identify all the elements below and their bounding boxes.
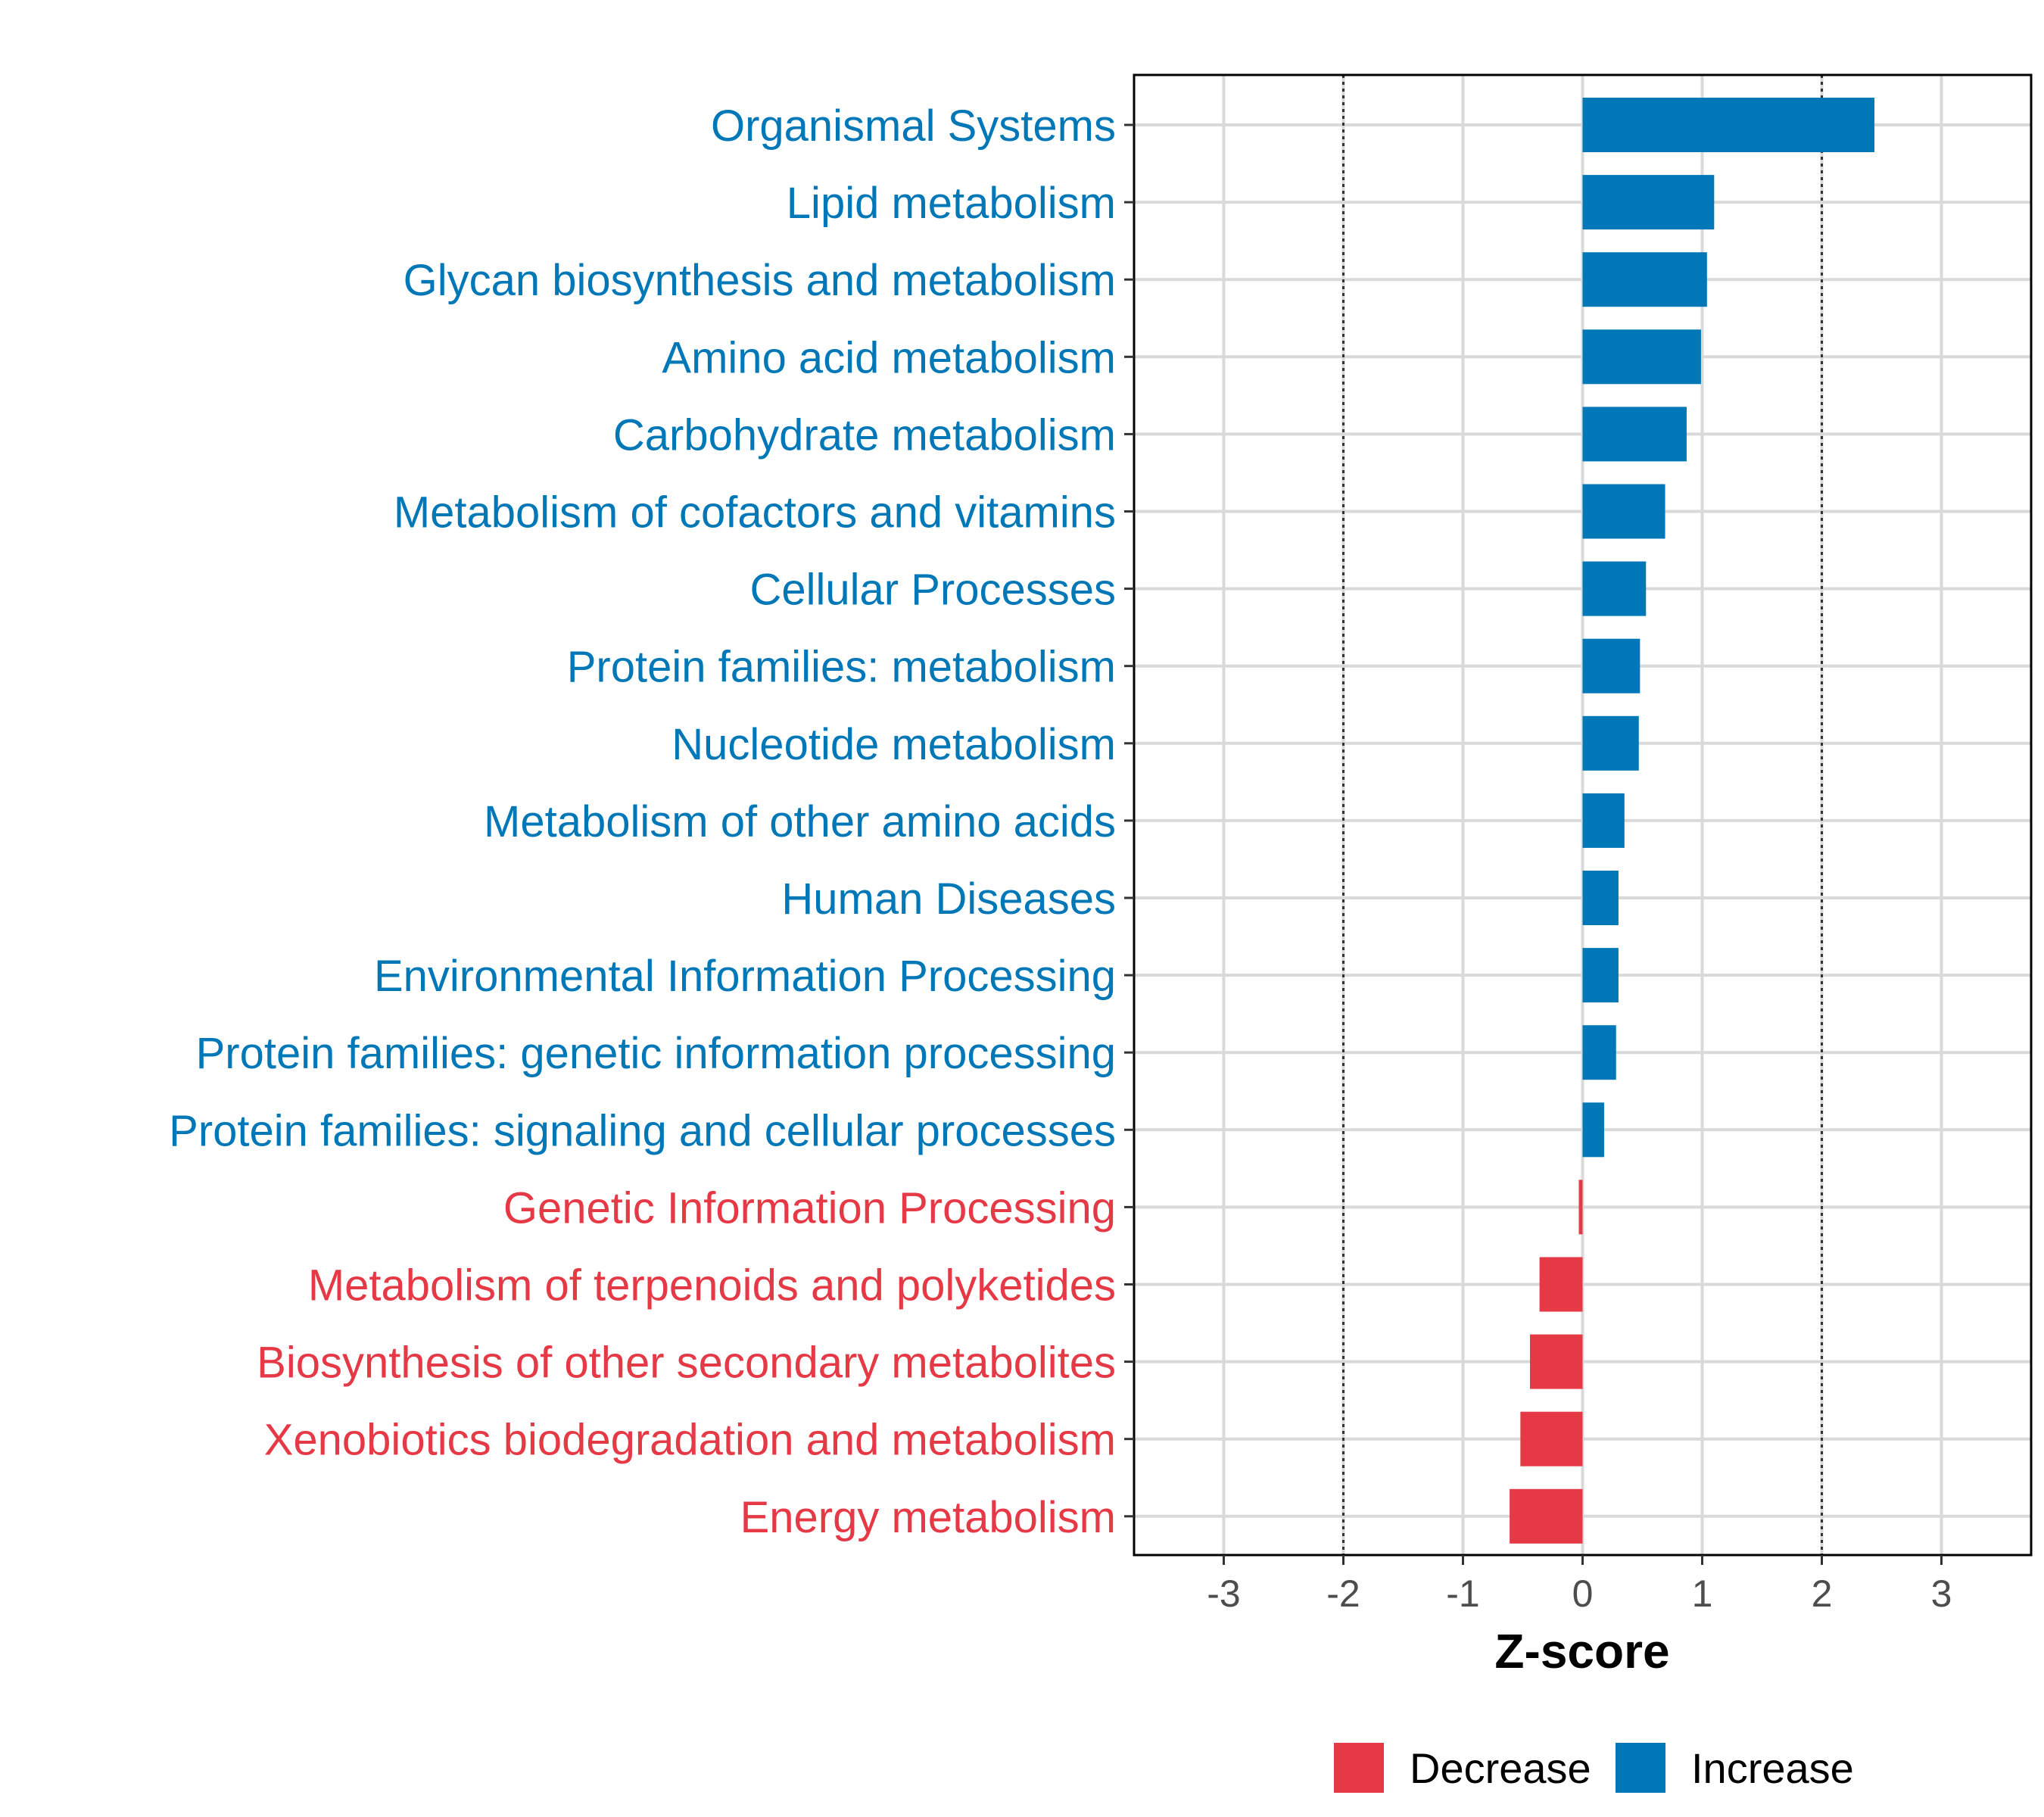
legend-swatch-decrease <box>1334 1743 1384 1793</box>
bar <box>1582 484 1665 539</box>
legend: Decrease Increase <box>1334 1743 1854 1793</box>
x-tick-label: 3 <box>1931 1572 1952 1615</box>
legend-label-increase: Increase <box>1691 1744 1854 1792</box>
y-tick-label: Carbohydrate metabolism <box>613 410 1116 460</box>
bar <box>1578 1180 1583 1235</box>
bar <box>1510 1488 1583 1544</box>
y-tick-label: Protein families: genetic information pr… <box>196 1029 1116 1078</box>
x-tick-label: -2 <box>1326 1572 1360 1615</box>
y-tick-label: Energy metabolism <box>740 1493 1116 1542</box>
bar <box>1582 329 1701 385</box>
x-axis: -3 -2 -1 0 1 2 3 <box>1207 1555 1952 1615</box>
y-tick-label: Environmental Information Processing <box>374 952 1116 1001</box>
bars <box>1510 98 1875 1544</box>
y-tick-label: Lipid metabolism <box>787 179 1116 228</box>
y-tick-label: Glycan biosynthesis and metabolism <box>404 256 1116 305</box>
y-tick-label: Metabolism of terpenoids and polyketides <box>308 1261 1116 1311</box>
y-tick-label: Genetic Information Processing <box>503 1183 1116 1233</box>
bar <box>1582 948 1619 1003</box>
x-tick-label: -1 <box>1446 1572 1479 1615</box>
y-tick-label: Cellular Processes <box>749 566 1116 615</box>
x-tick-label: 1 <box>1692 1572 1713 1615</box>
bar <box>1582 407 1687 462</box>
y-tick-label: Nucleotide metabolism <box>671 720 1116 769</box>
y-tick-label: Metabolism of other amino acids <box>484 797 1116 846</box>
y-tick-label: Organismal Systems <box>711 101 1116 151</box>
bar <box>1582 1102 1604 1158</box>
y-tick-label: Human Diseases <box>781 874 1116 924</box>
bar <box>1582 715 1639 771</box>
y-tick-label: Biosynthesis of other secondary metaboli… <box>257 1339 1116 1388</box>
bar <box>1539 1257 1583 1312</box>
bar <box>1582 175 1715 230</box>
x-tick-label: -3 <box>1207 1572 1240 1615</box>
x-tick-label: 2 <box>1812 1572 1833 1615</box>
bar <box>1582 98 1875 152</box>
legend-swatch-increase <box>1616 1743 1665 1793</box>
y-axis: Organismal Systems Lipid metabolism Glycan… <box>169 101 1134 1542</box>
legend-label-decrease: Decrease <box>1410 1744 1591 1792</box>
bar <box>1520 1411 1583 1466</box>
x-tick-label: 0 <box>1572 1572 1594 1615</box>
bar <box>1582 561 1647 616</box>
bar <box>1582 793 1625 848</box>
y-tick-label: Amino acid metabolism <box>662 333 1116 382</box>
y-tick-label: Protein families: metabolism <box>567 643 1116 692</box>
y-tick-label: Xenobiotics biodegradation and metabolis… <box>264 1416 1116 1465</box>
bar <box>1582 1025 1616 1080</box>
y-tick-label: Protein families: signaling and cellular… <box>169 1106 1116 1155</box>
x-axis-title: Z-score <box>1494 1624 1669 1678</box>
bar <box>1582 252 1707 307</box>
y-tick-label: Metabolism of cofactors and vitamins <box>394 488 1116 538</box>
reference-lines <box>1342 75 1823 1555</box>
bar <box>1582 871 1619 925</box>
bar <box>1529 1334 1583 1389</box>
bar <box>1582 638 1640 693</box>
